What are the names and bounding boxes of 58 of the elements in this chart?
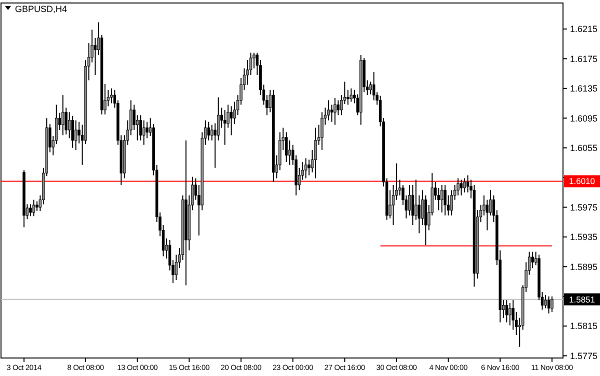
- candlestick: [110, 88, 113, 104]
- ref-line-label: 1.6010: [569, 176, 596, 186]
- candlestick: [334, 98, 336, 126]
- candlestick: [146, 121, 148, 139]
- candlestick: [372, 72, 376, 101]
- y-tick-label: 1.5975: [570, 202, 598, 212]
- y-tick-label: 1.5775: [570, 350, 598, 361]
- y-tick-label: 1.6055: [570, 142, 598, 153]
- y-tick-label: 1.5895: [570, 262, 598, 272]
- candlestick: [207, 121, 210, 141]
- candlestick: [308, 159, 310, 176]
- candlestick: [29, 204, 32, 217]
- candlestick: [508, 302, 512, 326]
- candlestick: [444, 184, 446, 216]
- candlestick: [320, 112, 324, 151]
- candlestick: [68, 112, 71, 139]
- candlestick: [94, 37, 97, 76]
- candlestick: [547, 296, 550, 314]
- candlestick: [411, 184, 414, 226]
- candlestick: [71, 115, 74, 148]
- candlestick: [456, 178, 460, 196]
- candlestick: [36, 200, 38, 212]
- candlestick: [350, 88, 353, 102]
- candlestick: [139, 114, 142, 141]
- candlestick: [74, 120, 78, 151]
- candlestick: [304, 158, 308, 179]
- candlestick: [440, 184, 444, 213]
- candlestick: [550, 296, 554, 312]
- candlestick: [142, 120, 146, 146]
- candlestick: [544, 294, 547, 309]
- ref-line-label: 1.5851: [569, 294, 596, 304]
- candlestick: [460, 179, 463, 196]
- candlestick: [463, 178, 466, 193]
- candlestick: [505, 300, 508, 323]
- candlestick: [369, 81, 372, 95]
- candlestick: [408, 184, 411, 216]
- candlestick: [314, 127, 317, 179]
- candlestick: [336, 100, 340, 116]
- y-tick-label: 1.6095: [570, 113, 598, 124]
- y-tick-label: 1.6175: [570, 54, 598, 64]
- candlestick: [414, 179, 418, 220]
- candlestick: [346, 89, 350, 106]
- candlestick: [32, 199, 36, 217]
- candlestick: [210, 124, 214, 141]
- candlestick: [223, 109, 226, 146]
- y-tick-label: 1.6215: [570, 24, 598, 34]
- y-tick-label: 1.6135: [570, 84, 598, 94]
- candlestick: [288, 140, 292, 166]
- candlestick: [230, 106, 233, 136]
- candlestick: [61, 94, 64, 136]
- candlestick: [531, 251, 534, 269]
- candlestick: [330, 104, 334, 122]
- candlestick: [486, 199, 489, 231]
- candlestick: [284, 132, 288, 162]
- candlestick: [327, 100, 330, 121]
- chart-title: GBPUSD,H4: [15, 4, 68, 14]
- y-tick-label: 1.5815: [570, 321, 598, 332]
- y-tick-label: 1.5935: [570, 232, 598, 242]
